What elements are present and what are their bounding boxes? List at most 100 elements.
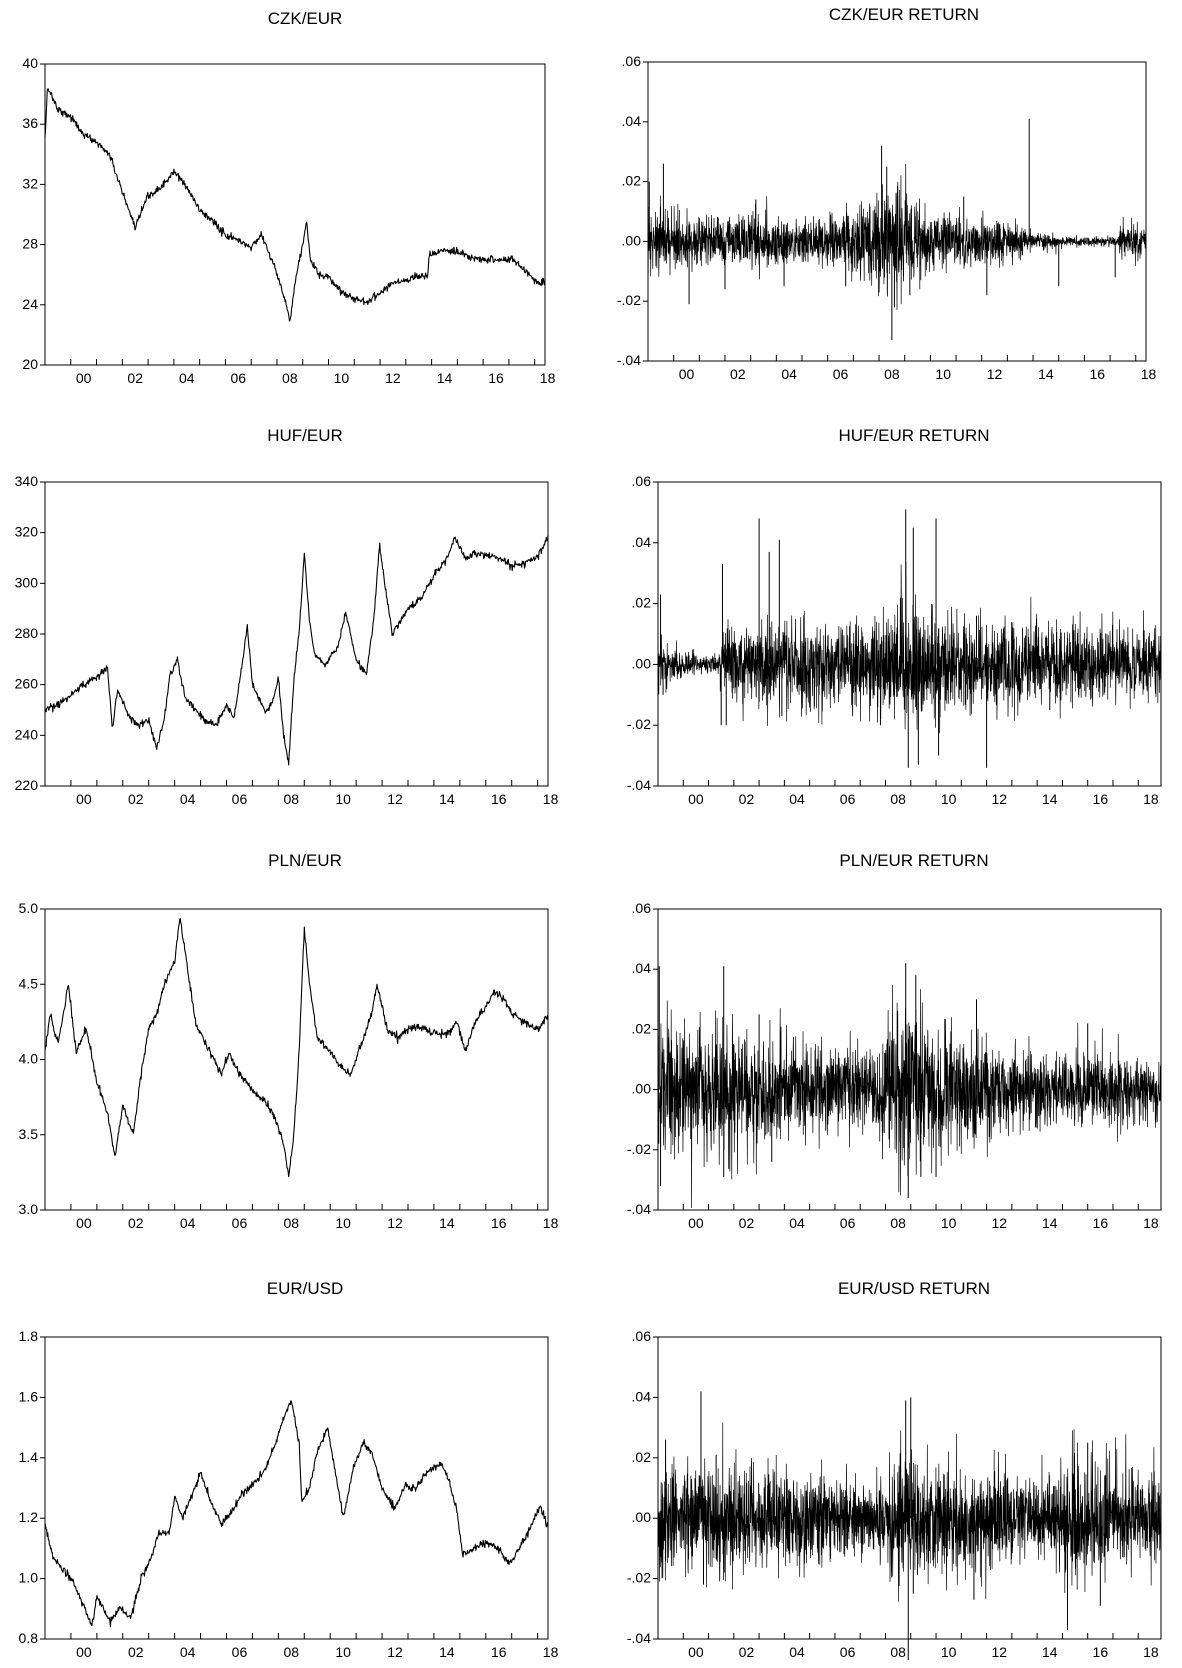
x-tick-label: 00 [76, 1215, 92, 1231]
series-line [44, 1400, 549, 1628]
y-tick-label: 260 [15, 676, 39, 692]
y-tick-label: 1.6 [19, 1388, 39, 1404]
y-tick-label: 1.4 [19, 1449, 39, 1465]
y-tick-label: 220 [15, 777, 39, 793]
y-tick-label: -.02 [627, 1570, 651, 1586]
x-tick-label: 04 [180, 791, 196, 807]
chart-panel: HUF/EUR RETURN -.04 -.02 .00 .02 .04 .06 00 02 04… [627, 426, 1162, 807]
x-tick-label: 06 [840, 1215, 856, 1231]
x-tick-label: 12 [385, 370, 401, 386]
x-tick-label: 14 [439, 1215, 455, 1231]
plot-frame [44, 481, 549, 787]
y-tick-label: -.02 [627, 1141, 651, 1157]
x-tick-label: 14 [1042, 791, 1058, 807]
chart-title: HUF/EUR [267, 426, 343, 445]
x-tick-label: 04 [789, 1644, 805, 1660]
y-tick-label: 1.2 [19, 1509, 39, 1525]
x-tick-label: 16 [1093, 791, 1109, 807]
x-tick-label: 04 [789, 791, 805, 807]
y-tick-label: .00 [632, 655, 652, 671]
y-tick-label: 340 [15, 473, 39, 489]
x-tick-label: 00 [76, 370, 92, 386]
x-tick-label: 08 [284, 791, 300, 807]
y-tick-label: 5.0 [19, 900, 39, 916]
x-tick-label: 04 [180, 1644, 196, 1660]
chart-title: CZK/EUR RETURN [829, 5, 979, 24]
y-tick-label: -.04 [627, 1630, 651, 1646]
series-line [647, 164, 1147, 310]
x-tick-label: 10 [335, 791, 351, 807]
series-line [657, 561, 1162, 734]
plot-frame [44, 1336, 549, 1640]
chart-panel: EUR/USD 0.8 1.0 1.2 1.4 1.6 1.8 00 02 04 06 08 10 12 1… [19, 1279, 559, 1660]
chart-title: EUR/USD RETURN [838, 1279, 990, 1298]
x-tick-label: 12 [987, 366, 1003, 382]
series-line [657, 1422, 1162, 1602]
series-line [44, 535, 549, 766]
x-tick-label: 00 [688, 791, 704, 807]
y-tick-label: .00 [632, 1081, 652, 1097]
x-tick-label: 06 [840, 1644, 856, 1660]
y-tick-label: 28 [22, 236, 38, 252]
x-tick-label: 02 [128, 791, 144, 807]
x-tick-label: 02 [730, 366, 746, 382]
y-tick-label: -.02 [627, 716, 651, 732]
x-tick-label: 08 [890, 1644, 906, 1660]
y-tick-label: 3.0 [19, 1201, 39, 1217]
x-tick-label: 02 [739, 791, 755, 807]
y-tick-label: 4.5 [19, 975, 39, 991]
y-tick-label: -.02 [617, 292, 641, 308]
y-tick-label: -.04 [617, 352, 641, 368]
chart-panel: CZK/EUR RETURN -.04 -.02 .00 .02 .04 .06 00 02 04… [617, 5, 1157, 382]
y-tick-label: 40 [22, 55, 38, 71]
y-tick-label: .02 [622, 173, 642, 189]
x-tick-label: 02 [128, 1215, 144, 1231]
y-tick-label: 320 [15, 524, 39, 540]
x-tick-label: 06 [232, 1215, 248, 1231]
x-tick-label: 10 [935, 366, 951, 382]
x-tick-label: 04 [179, 370, 195, 386]
x-tick-label: 10 [941, 1215, 957, 1231]
x-tick-label: 06 [231, 370, 247, 386]
x-tick-label: 06 [833, 366, 849, 382]
x-tick-label: 00 [76, 791, 92, 807]
x-tick-label: 18 [1143, 1215, 1159, 1231]
y-tick-label: 1.8 [19, 1328, 39, 1344]
y-tick-label: 300 [15, 574, 39, 590]
x-tick-label: 06 [840, 791, 856, 807]
x-tick-label: 16 [1089, 366, 1105, 382]
y-tick-label: .04 [632, 534, 652, 550]
x-tick-label: 06 [232, 1644, 248, 1660]
x-tick-label: 12 [387, 1644, 403, 1660]
x-tick-label: 18 [543, 791, 559, 807]
plot-frame [647, 61, 1147, 362]
y-tick-label: .00 [632, 1509, 652, 1525]
x-tick-label: 16 [488, 370, 504, 386]
x-tick-label: 14 [1042, 1644, 1058, 1660]
chart-title: PLN/EUR RETURN [839, 851, 988, 870]
chart-title: PLN/EUR [268, 851, 342, 870]
x-tick-label: 12 [991, 791, 1007, 807]
chart-title: EUR/USD [267, 1279, 344, 1298]
plot-frame [657, 481, 1162, 787]
chart-panel: PLN/EUR RETURN -.04 -.02 .00 .02 .04 .06 00 02 04… [627, 851, 1162, 1231]
x-tick-label: 00 [688, 1644, 704, 1660]
y-tick-label: 4.0 [19, 1051, 39, 1067]
x-tick-label: 10 [941, 791, 957, 807]
x-tick-label: 02 [128, 1644, 144, 1660]
y-tick-label: 36 [22, 115, 38, 131]
chart-title: HUF/EUR RETURN [838, 426, 989, 445]
x-tick-label: 16 [491, 1215, 507, 1231]
x-tick-label: 04 [789, 1215, 805, 1231]
x-tick-label: 08 [282, 370, 298, 386]
x-tick-label: 00 [76, 1644, 92, 1660]
y-tick-label: -.04 [627, 1201, 651, 1217]
x-tick-label: 16 [491, 1644, 507, 1660]
y-tick-label: .06 [622, 53, 642, 69]
x-tick-label: 12 [387, 1215, 403, 1231]
x-tick-label: 10 [941, 1644, 957, 1660]
x-tick-label: 08 [284, 1215, 300, 1231]
x-tick-label: 04 [180, 1215, 196, 1231]
x-tick-label: 00 [688, 1215, 704, 1231]
y-tick-label: .02 [632, 1449, 652, 1465]
